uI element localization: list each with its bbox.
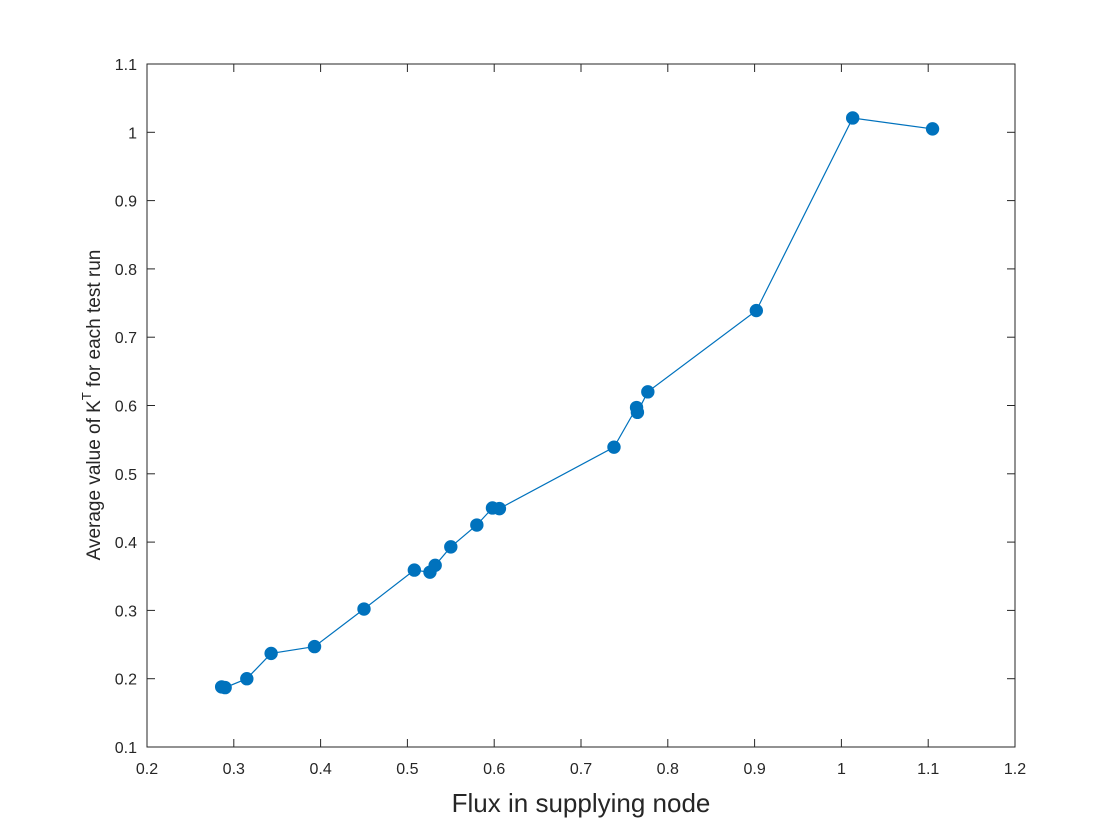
series-layer [214, 111, 940, 695]
data-point [428, 558, 442, 573]
data-point [307, 639, 322, 654]
data-point [749, 303, 764, 318]
y-tick-label: 1.1 [115, 57, 137, 74]
y-tick-label: 0.3 [115, 603, 137, 620]
y-axis-label-superscript: T [79, 392, 94, 400]
y-tick-label: 0.5 [115, 467, 137, 484]
x-axis-ticks: 0.2 0.3 0.4 0.5 0.6 0.7 0.8 0.9 1 1.1 1.2 [136, 64, 1026, 778]
data-point [357, 602, 371, 616]
y-tick-label: 0.1 [115, 740, 137, 757]
x-axis-label: Flux in supplying node [452, 788, 711, 818]
x-tick-label: 0.4 [309, 761, 331, 778]
data-point [264, 646, 278, 661]
x-tick-label: 0.3 [223, 761, 245, 778]
y-axis-label-suffix: for each test run [84, 250, 105, 393]
x-tick-label: 1.1 [917, 761, 939, 778]
data-point [925, 122, 940, 136]
y-tick-label: 0.7 [115, 330, 137, 347]
y-tick-label: 0.4 [115, 535, 137, 552]
y-tick-label: 0.6 [115, 399, 137, 416]
y-tick-label: 0.9 [115, 194, 137, 211]
x-tick-label: 1 [837, 761, 846, 778]
data-point [492, 501, 507, 516]
y-tick-label: 1 [128, 125, 137, 142]
data-point [218, 680, 232, 695]
x-tick-label: 1.2 [1004, 761, 1026, 778]
data-point [407, 563, 422, 577]
x-tick-label: 0.8 [657, 761, 679, 778]
data-point [630, 405, 645, 420]
data-point [607, 440, 621, 454]
data-point [845, 111, 860, 125]
y-tick-label: 0.2 [115, 672, 137, 689]
data-point [240, 672, 254, 686]
x-tick-label: 0.6 [483, 761, 505, 778]
y-axis-label: Average value of KT for each test run [79, 250, 105, 561]
y-axis-label-main: Average value of K [84, 400, 105, 561]
data-point [444, 540, 458, 554]
x-tick-label: 0.5 [396, 761, 418, 778]
y-axis-ticks: 0.1 0.2 0.3 0.4 0.5 0.6 0.7 0.8 0.9 1 1.1 [115, 57, 1015, 757]
data-point [470, 518, 484, 532]
y-tick-label: 0.8 [115, 262, 137, 279]
x-tick-label: 0.2 [136, 761, 158, 778]
data-point [641, 385, 655, 399]
x-tick-label: 0.7 [570, 761, 592, 778]
x-tick-label: 0.9 [743, 761, 765, 778]
plot-area [147, 64, 1015, 747]
